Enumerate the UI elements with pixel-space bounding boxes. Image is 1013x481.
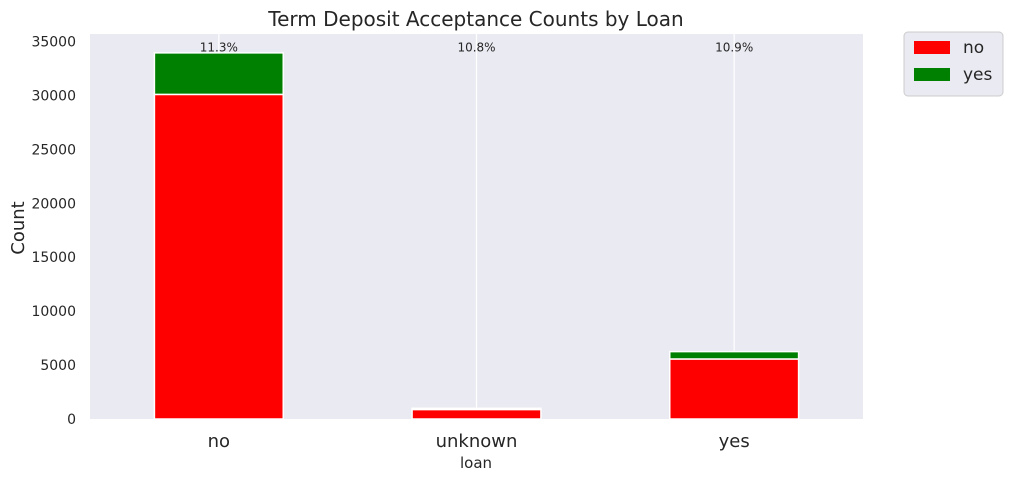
y-tick-20000: 20000 xyxy=(31,196,76,212)
pct-label-unknown: 10.8% xyxy=(457,41,495,55)
legend-label-no: no xyxy=(963,38,984,58)
x-tick-no: no xyxy=(208,431,230,452)
y-tick-5000: 5000 xyxy=(40,358,76,374)
bars xyxy=(153,52,800,420)
bar-yes-yes xyxy=(669,350,800,360)
y-tick-35000: 35000 xyxy=(31,35,76,51)
y-tick-25000: 25000 xyxy=(31,142,76,158)
bar-no-no xyxy=(153,93,284,420)
y-axis-ticks: 0 5000 10000 15000 20000 25000 30000 35000 xyxy=(31,35,76,428)
bar-unknown-yes xyxy=(411,407,542,411)
legend-swatch-no xyxy=(914,41,950,54)
x-tick-yes: yes xyxy=(719,431,750,452)
y-tick-15000: 15000 xyxy=(31,250,76,266)
y-axis-label: Count xyxy=(8,201,29,254)
bar-no-yes xyxy=(153,52,284,96)
pct-label-yes: 10.9% xyxy=(715,41,753,55)
pct-label-no: 11.3% xyxy=(200,41,238,55)
x-tick-unknown: unknown xyxy=(436,431,518,452)
y-tick-30000: 30000 xyxy=(31,88,76,104)
legend-swatch-yes xyxy=(914,68,950,81)
bar-yes-no xyxy=(669,358,800,420)
y-tick-0: 0 xyxy=(67,412,76,428)
percentage-labels: 11.3% 10.8% 10.9% xyxy=(200,41,753,55)
y-tick-10000: 10000 xyxy=(31,304,76,320)
chart-title: Term Deposit Acceptance Counts by Loan xyxy=(267,7,683,31)
x-axis-label: loan xyxy=(460,454,492,472)
legend: no yes xyxy=(903,31,1004,97)
bar-unknown-no xyxy=(411,408,542,420)
legend-label-yes: yes xyxy=(963,65,993,85)
x-axis-ticks: no unknown yes xyxy=(208,431,750,452)
